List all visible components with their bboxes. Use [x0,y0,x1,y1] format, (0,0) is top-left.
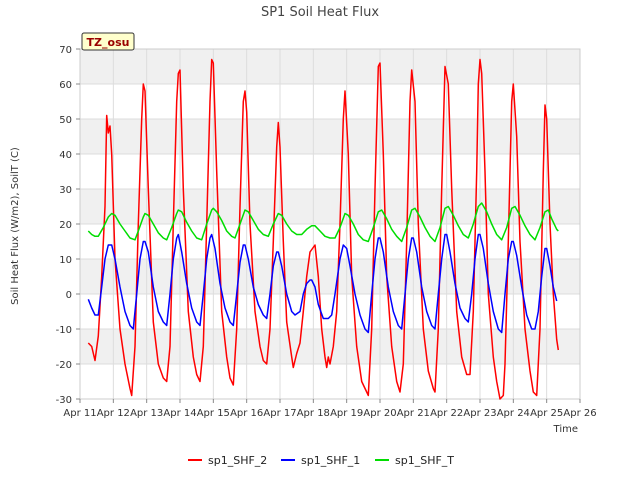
x-tick-label: Apr 15 [197,408,230,419]
x-tick-label: Apr 25 [530,408,563,419]
y-tick-label: 30 [59,185,72,196]
gridlines [79,48,581,400]
x-tick-label: Apr 12 [97,408,130,419]
x-tick-label: Apr 21 [397,408,430,419]
x-tick-label: Apr 16 [230,408,263,419]
legend-label-sp1_SHF_T: sp1_SHF_T [395,454,454,467]
x-tick-label: Apr 17 [263,408,296,419]
y-axis: -30 -20 -10 0 10 20 30 40 50 60 70 [56,45,80,406]
y-axis-label: Soil Heat Flux (W/m2), SoilT (C) [10,147,21,305]
background-band [80,189,580,224]
x-axis: Apr 11 Apr 12 Apr 13 Apr 14 Apr 15 Apr 16 Apr … [63,399,597,419]
x-tick-label: Apr 11 [63,408,96,419]
y-tick-label: 40 [59,150,72,161]
y-tick-label: -20 [56,360,72,371]
y-tick-label: 60 [59,80,72,91]
background-bands [80,49,580,364]
site-tag-label: TZ_osu [87,36,130,49]
series-lines [87,58,560,400]
x-tick-label: Apr 22 [430,408,463,419]
series-line-sp1_SHF_2 [87,58,560,400]
x-tick-label: Apr 24 [497,408,530,419]
background-band [80,49,580,84]
y-tick-label: 70 [59,45,72,56]
y-tick-label: 20 [59,220,72,231]
x-tick-label: Apr 13 [130,408,163,419]
x-tick-label: Apr 26 [563,408,596,419]
x-axis-label: Time [553,424,578,435]
series-line-sp1_SHF_T [87,202,559,243]
legend-label-sp1_SHF_1: sp1_SHF_1 [301,454,360,467]
chart-title: SP1 Soil Heat Flux [261,5,379,20]
background-band [80,329,580,364]
site-tag-box [81,32,135,51]
x-tick-label: Apr 20 [363,408,396,419]
y-tick-label: 10 [59,255,72,266]
series-line-sp1_SHF_1 [87,233,558,334]
y-tick-label: 50 [59,115,72,126]
x-tick-label: Apr 18 [297,408,330,419]
y-tick-label: -10 [56,325,72,336]
site-tag: TZ_osu [81,32,135,51]
y-tick-label: -30 [56,395,72,406]
background-band [80,259,580,294]
x-tick-label: Apr 14 [163,408,196,419]
legend: sp1_SHF_2 sp1_SHF_1 sp1_SHF_T [188,454,454,467]
x-tick-label: Apr 19 [330,408,363,419]
background-band [80,119,580,154]
legend-label-sp1_SHF_2: sp1_SHF_2 [208,454,267,467]
x-tick-label: Apr 23 [463,408,496,419]
y-tick-label: 0 [66,290,72,301]
